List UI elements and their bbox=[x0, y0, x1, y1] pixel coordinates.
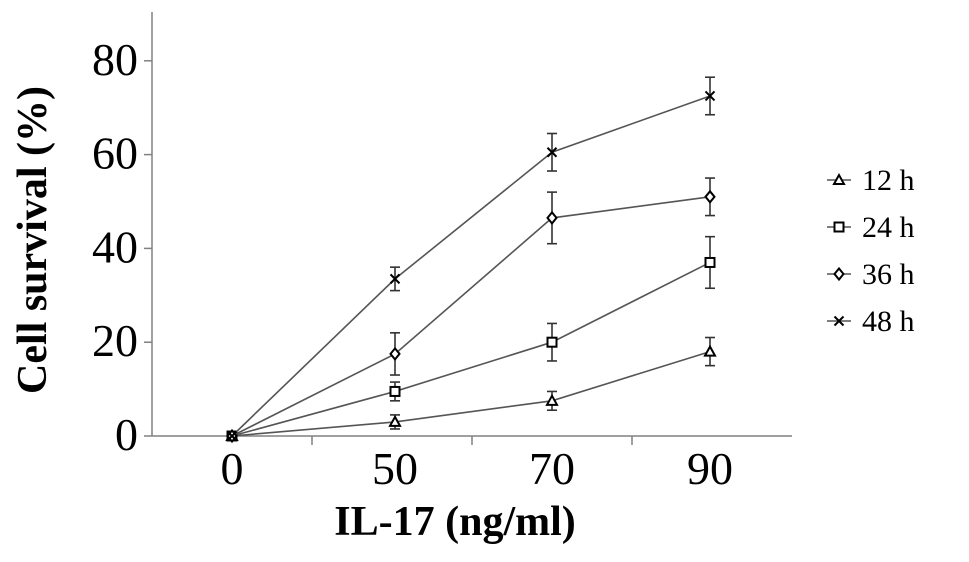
series-2 bbox=[226, 235, 716, 442]
data-point-marker bbox=[833, 315, 845, 327]
legend-item: 36 h bbox=[827, 258, 915, 291]
data-point-marker bbox=[832, 172, 846, 185]
series-1 bbox=[225, 336, 717, 441]
data-point-marker bbox=[546, 147, 558, 158]
y-tick-label: 80 bbox=[92, 34, 138, 85]
series-line bbox=[231, 95, 711, 437]
data-point-marker bbox=[388, 414, 402, 427]
y-tick-label: 20 bbox=[92, 315, 138, 366]
legend-label: 36 h bbox=[862, 258, 915, 291]
data-point-marker bbox=[546, 210, 558, 225]
y-tick-label: 0 bbox=[115, 409, 138, 460]
y-axis-title: Cell survival (%) bbox=[10, 86, 56, 394]
x-tick-label: 70 bbox=[529, 443, 575, 494]
legend-item: 24 h bbox=[827, 211, 915, 244]
data-point-marker bbox=[226, 430, 238, 442]
data-point-marker bbox=[545, 393, 559, 406]
y-tick-label: 60 bbox=[92, 128, 138, 179]
series-3 bbox=[226, 177, 716, 444]
data-point-marker bbox=[833, 221, 845, 233]
x-tick-label: 0 bbox=[221, 443, 244, 494]
data-point-marker bbox=[389, 385, 401, 397]
series-line bbox=[231, 196, 711, 437]
legend-item: 48 h bbox=[827, 305, 915, 338]
series-line bbox=[231, 350, 711, 437]
x-tick-label: 90 bbox=[687, 443, 733, 494]
series-4 bbox=[226, 76, 716, 442]
y-tick-label: 40 bbox=[92, 221, 138, 272]
series-line bbox=[231, 261, 711, 437]
data-point-marker bbox=[703, 344, 717, 357]
x-axis-title: IL-17 (ng/ml) bbox=[334, 499, 576, 545]
legend-label: 24 h bbox=[862, 211, 915, 244]
legend-label: 48 h bbox=[862, 305, 915, 338]
data-point-marker bbox=[704, 256, 716, 268]
data-point-marker bbox=[704, 189, 716, 204]
legend: 12 h 24 h 36 h 48 h bbox=[827, 164, 915, 338]
x-tick-label: 50 bbox=[372, 443, 418, 494]
series-layer bbox=[225, 76, 717, 444]
data-point-marker bbox=[389, 273, 401, 285]
legend-label: 12 h bbox=[862, 164, 915, 197]
legend-item: 12 h bbox=[827, 164, 915, 197]
x-ticks: 0 50 70 90 bbox=[221, 436, 733, 494]
data-point-marker bbox=[546, 336, 558, 348]
y-ticks: 0 20 40 60 80 bbox=[92, 34, 152, 460]
axes bbox=[151, 12, 792, 437]
data-point-marker bbox=[833, 266, 845, 282]
data-point-marker bbox=[389, 346, 401, 362]
data-point-marker bbox=[704, 90, 716, 102]
